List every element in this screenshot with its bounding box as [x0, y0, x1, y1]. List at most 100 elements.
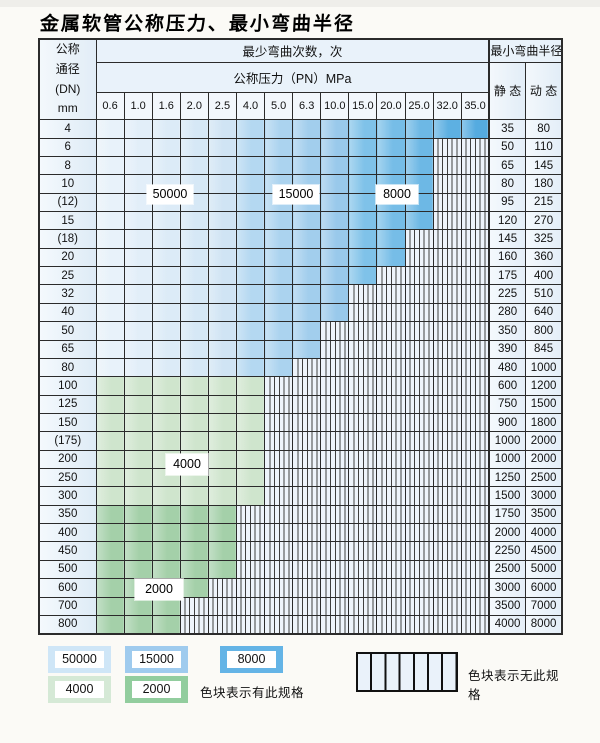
- legend-no-spec-swatch: [356, 652, 458, 692]
- spec-cell: [179, 266, 209, 286]
- pressure-value-header: 2.5: [207, 92, 237, 121]
- dynamic-radius-cell: 145: [524, 155, 563, 176]
- spec-cell: [348, 119, 378, 139]
- spec-cell: [348, 266, 378, 286]
- dynamic-radius-cell: 2500: [524, 468, 563, 488]
- spec-cell: [123, 394, 153, 414]
- static-radius-cell: 80: [488, 174, 526, 194]
- legend-label-50000: 50000: [55, 651, 104, 668]
- dn-cell: 700: [38, 596, 97, 616]
- spec-cell: [404, 210, 434, 231]
- no-spec-cell: [320, 357, 350, 378]
- spec-cell: [264, 155, 294, 176]
- no-spec-cell: [460, 578, 490, 598]
- static-radius-cell: 750: [488, 394, 526, 414]
- spec-cell: [123, 596, 153, 616]
- spec-cell: [95, 376, 125, 396]
- spec-cell: [95, 302, 125, 323]
- no-spec-cell: [432, 523, 462, 543]
- no-spec-cell: [320, 339, 350, 359]
- no-spec-cell: [235, 523, 266, 543]
- spec-cell: [151, 229, 181, 249]
- spec-cell: [264, 321, 294, 341]
- cycle-label-8000: 8000: [376, 185, 418, 204]
- no-spec-cell: [432, 229, 462, 249]
- pressure-value-header: 32.0: [432, 92, 462, 121]
- no-spec-cell: [348, 394, 378, 414]
- spec-cell: [348, 174, 378, 194]
- no-spec-cell: [292, 394, 322, 414]
- no-spec-cell: [179, 596, 209, 616]
- dn-cell: 300: [38, 486, 97, 506]
- spec-cell: [95, 394, 125, 414]
- spec-cell: [123, 119, 153, 139]
- no-spec-cell: [292, 578, 322, 598]
- no-spec-cell: [264, 578, 294, 598]
- no-spec-cell: [348, 468, 378, 488]
- no-spec-cell: [404, 321, 434, 341]
- no-spec-cell: [320, 523, 350, 543]
- spec-cell: [151, 394, 181, 414]
- table-row: 6 50 110: [38, 137, 563, 157]
- static-radius-cell: 4000: [488, 614, 526, 635]
- dn-cell: (175): [38, 431, 97, 451]
- no-spec-cell: [320, 504, 350, 525]
- spec-cell: [348, 137, 378, 157]
- pressure-value-header: 35.0: [460, 92, 490, 121]
- pressure-spec-table: 公称 通径 (DN) mm 最少弯曲次数，次 最小弯曲半径 公称压力（PN）MP…: [38, 38, 564, 635]
- static-radius-cell: 65: [488, 155, 526, 176]
- no-spec-cell: [348, 559, 378, 580]
- spec-cell: [151, 357, 181, 378]
- table-body: 4 35 80 6 50 110 8 65 145 10 80 180 (12) 95 215 15 120 27…: [38, 119, 563, 635]
- no-spec-cell: [264, 504, 294, 525]
- dynamic-radius-cell: 1000: [524, 357, 563, 378]
- spec-cell: [123, 302, 153, 323]
- spec-cell: [123, 266, 153, 286]
- no-spec-cell: [292, 541, 322, 561]
- no-spec-cell: [376, 559, 406, 580]
- spec-cell: [207, 468, 237, 488]
- no-spec-cell: [292, 412, 322, 433]
- legend-label-2000: 2000: [132, 681, 181, 698]
- spec-cell: [235, 394, 266, 414]
- spec-cell: [264, 210, 294, 231]
- no-spec-cell: [432, 357, 462, 378]
- static-radius-cell: 225: [488, 284, 526, 304]
- no-spec-cell: [292, 431, 322, 451]
- pressure-value-header: 1.6: [151, 92, 181, 121]
- no-spec-cell: [235, 596, 266, 616]
- no-spec-cell: [432, 266, 462, 286]
- static-radius-cell: 1750: [488, 504, 526, 525]
- spec-cell: [264, 284, 294, 304]
- spec-cell: [348, 155, 378, 176]
- spec-cell: [292, 247, 322, 268]
- no-spec-cell: [292, 486, 322, 506]
- no-spec-cell: [376, 449, 406, 470]
- dynamic-radius-cell: 2000: [524, 449, 563, 470]
- dynamic-radius-cell: 845: [524, 339, 563, 359]
- no-spec-cell: [348, 302, 378, 323]
- no-spec-cell: [404, 357, 434, 378]
- no-spec-cell: [235, 578, 266, 598]
- spec-cell: [95, 486, 125, 506]
- no-spec-cell: [376, 541, 406, 561]
- spec-cell: [179, 229, 209, 249]
- no-spec-cell: [348, 357, 378, 378]
- no-spec-cell: [404, 468, 434, 488]
- no-spec-cell: [432, 614, 462, 635]
- spec-cell: [207, 266, 237, 286]
- no-spec-cell: [432, 449, 462, 470]
- no-spec-cell: [320, 412, 350, 433]
- dynamic-radius-cell: 3000: [524, 486, 563, 506]
- spec-table-area: 公称 通径 (DN) mm 最少弯曲次数，次 最小弯曲半径 公称压力（PN）MP…: [38, 38, 565, 635]
- no-spec-cell: [460, 468, 490, 488]
- spec-cell: [95, 266, 125, 286]
- spec-cell: [292, 119, 322, 139]
- no-spec-cell: [404, 302, 434, 323]
- no-spec-cell: [348, 504, 378, 525]
- spec-cell: [235, 486, 266, 506]
- static-radius-cell: 480: [488, 357, 526, 378]
- spec-cell: [348, 192, 378, 212]
- no-spec-cell: [207, 578, 237, 598]
- no-spec-cell: [376, 412, 406, 433]
